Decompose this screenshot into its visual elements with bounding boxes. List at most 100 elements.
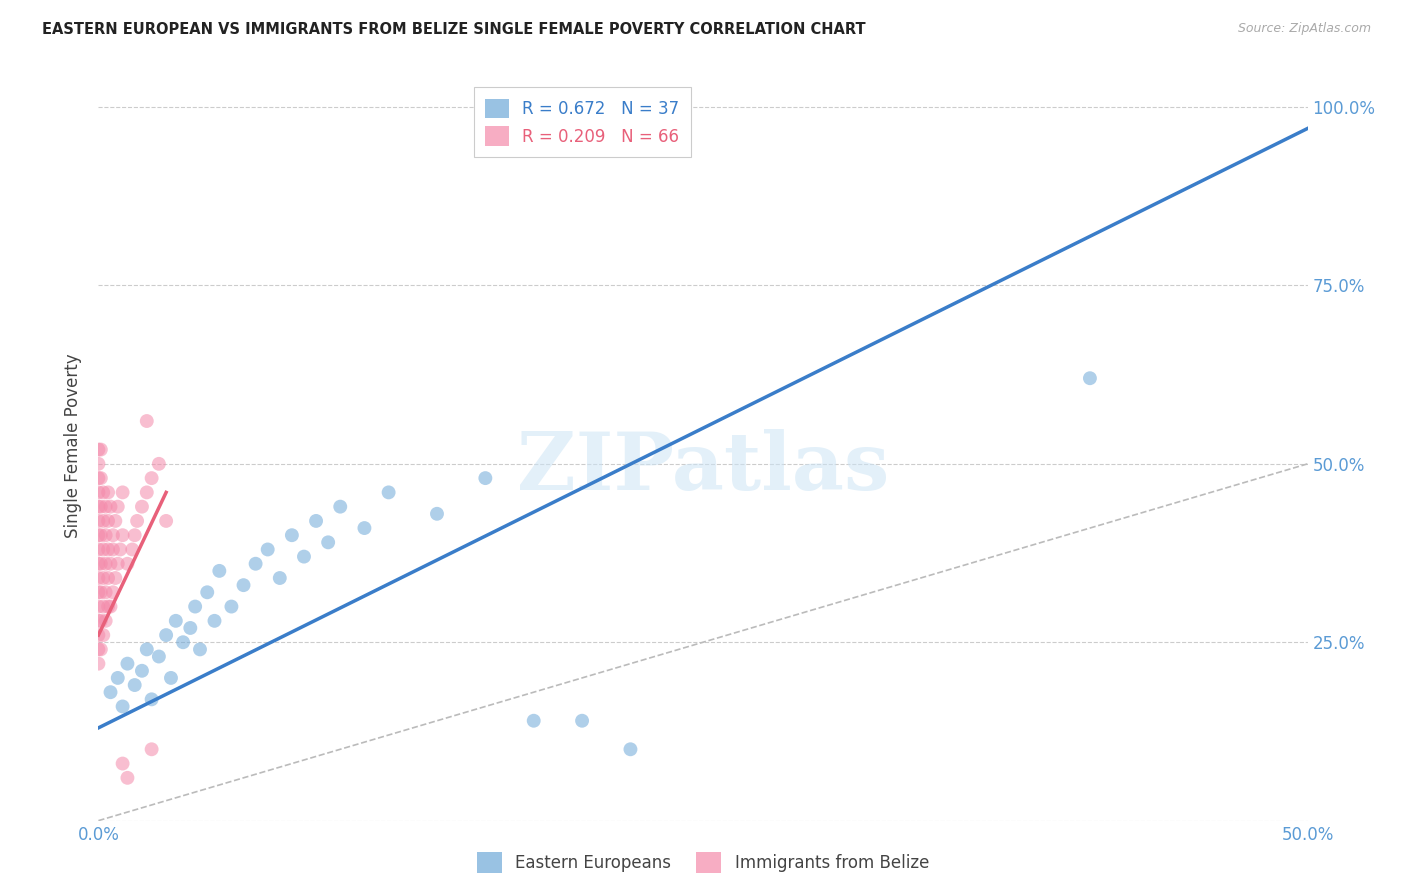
Point bbox=[117, 771, 139, 785]
Point bbox=[108, 542, 131, 557]
Point bbox=[124, 678, 146, 692]
Point bbox=[87, 657, 110, 671]
Point bbox=[155, 514, 177, 528]
Point bbox=[104, 571, 127, 585]
Point bbox=[87, 599, 110, 614]
Point bbox=[100, 500, 122, 514]
Point bbox=[426, 507, 449, 521]
Point bbox=[87, 471, 110, 485]
Point bbox=[87, 571, 110, 585]
Point bbox=[87, 614, 110, 628]
Point bbox=[195, 585, 218, 599]
Point bbox=[87, 500, 110, 514]
Point bbox=[135, 414, 157, 428]
Point bbox=[117, 557, 139, 571]
Point bbox=[353, 521, 375, 535]
Point bbox=[90, 557, 112, 571]
Point bbox=[91, 599, 114, 614]
Point bbox=[135, 642, 157, 657]
Point bbox=[305, 514, 328, 528]
Point bbox=[474, 471, 496, 485]
Point bbox=[281, 528, 304, 542]
Point bbox=[87, 514, 110, 528]
Point bbox=[160, 671, 183, 685]
Point bbox=[90, 471, 112, 485]
Point bbox=[619, 742, 641, 756]
Point bbox=[141, 471, 163, 485]
Point bbox=[101, 585, 124, 599]
Point bbox=[91, 514, 114, 528]
Point bbox=[97, 571, 120, 585]
Point bbox=[94, 500, 117, 514]
Point bbox=[94, 557, 117, 571]
Point bbox=[97, 514, 120, 528]
Point bbox=[94, 528, 117, 542]
Point bbox=[104, 514, 127, 528]
Point bbox=[111, 699, 134, 714]
Point bbox=[221, 599, 243, 614]
Point bbox=[91, 485, 114, 500]
Point bbox=[269, 571, 291, 585]
Point bbox=[90, 500, 112, 514]
Point bbox=[179, 621, 201, 635]
Point bbox=[91, 628, 114, 642]
Point bbox=[117, 657, 139, 671]
Point bbox=[107, 671, 129, 685]
Point bbox=[94, 614, 117, 628]
Point bbox=[90, 642, 112, 657]
Point bbox=[87, 628, 110, 642]
Point bbox=[97, 485, 120, 500]
Point bbox=[141, 742, 163, 756]
Point bbox=[97, 542, 120, 557]
Point bbox=[107, 557, 129, 571]
Point bbox=[256, 542, 278, 557]
Point bbox=[208, 564, 231, 578]
Point bbox=[100, 599, 122, 614]
Point bbox=[124, 528, 146, 542]
Point bbox=[121, 542, 143, 557]
Point bbox=[571, 714, 593, 728]
Point bbox=[111, 528, 134, 542]
Point bbox=[101, 542, 124, 557]
Point bbox=[107, 500, 129, 514]
Point bbox=[148, 457, 170, 471]
Text: EASTERN EUROPEAN VS IMMIGRANTS FROM BELIZE SINGLE FEMALE POVERTY CORRELATION CHA: EASTERN EUROPEAN VS IMMIGRANTS FROM BELI… bbox=[42, 22, 866, 37]
Point bbox=[245, 557, 267, 571]
Point bbox=[90, 442, 112, 457]
Point bbox=[155, 628, 177, 642]
Point bbox=[100, 685, 122, 699]
Point bbox=[172, 635, 194, 649]
Point bbox=[1078, 371, 1101, 385]
Point bbox=[135, 485, 157, 500]
Point bbox=[87, 557, 110, 571]
Point bbox=[87, 485, 110, 500]
Point bbox=[329, 500, 352, 514]
Legend: Eastern Europeans, Immigrants from Belize: Eastern Europeans, Immigrants from Beliz… bbox=[471, 846, 935, 880]
Point bbox=[87, 585, 110, 599]
Point bbox=[204, 614, 226, 628]
Point bbox=[90, 614, 112, 628]
Point bbox=[165, 614, 187, 628]
Point bbox=[523, 714, 546, 728]
Point bbox=[91, 571, 114, 585]
Point bbox=[127, 514, 149, 528]
Point bbox=[141, 692, 163, 706]
Point bbox=[377, 485, 399, 500]
Point bbox=[87, 457, 110, 471]
Point bbox=[148, 649, 170, 664]
Legend: R = 0.672   N = 37, R = 0.209   N = 66: R = 0.672 N = 37, R = 0.209 N = 66 bbox=[474, 87, 690, 157]
Point bbox=[111, 756, 134, 771]
Text: ZIPatlas: ZIPatlas bbox=[517, 429, 889, 508]
Point bbox=[188, 642, 211, 657]
Point bbox=[87, 642, 110, 657]
Point bbox=[90, 585, 112, 599]
Point bbox=[91, 542, 114, 557]
Point bbox=[94, 585, 117, 599]
Point bbox=[316, 535, 339, 549]
Point bbox=[87, 542, 110, 557]
Point bbox=[90, 528, 112, 542]
Point bbox=[87, 528, 110, 542]
Point bbox=[87, 442, 110, 457]
Point bbox=[232, 578, 254, 592]
Point bbox=[101, 528, 124, 542]
